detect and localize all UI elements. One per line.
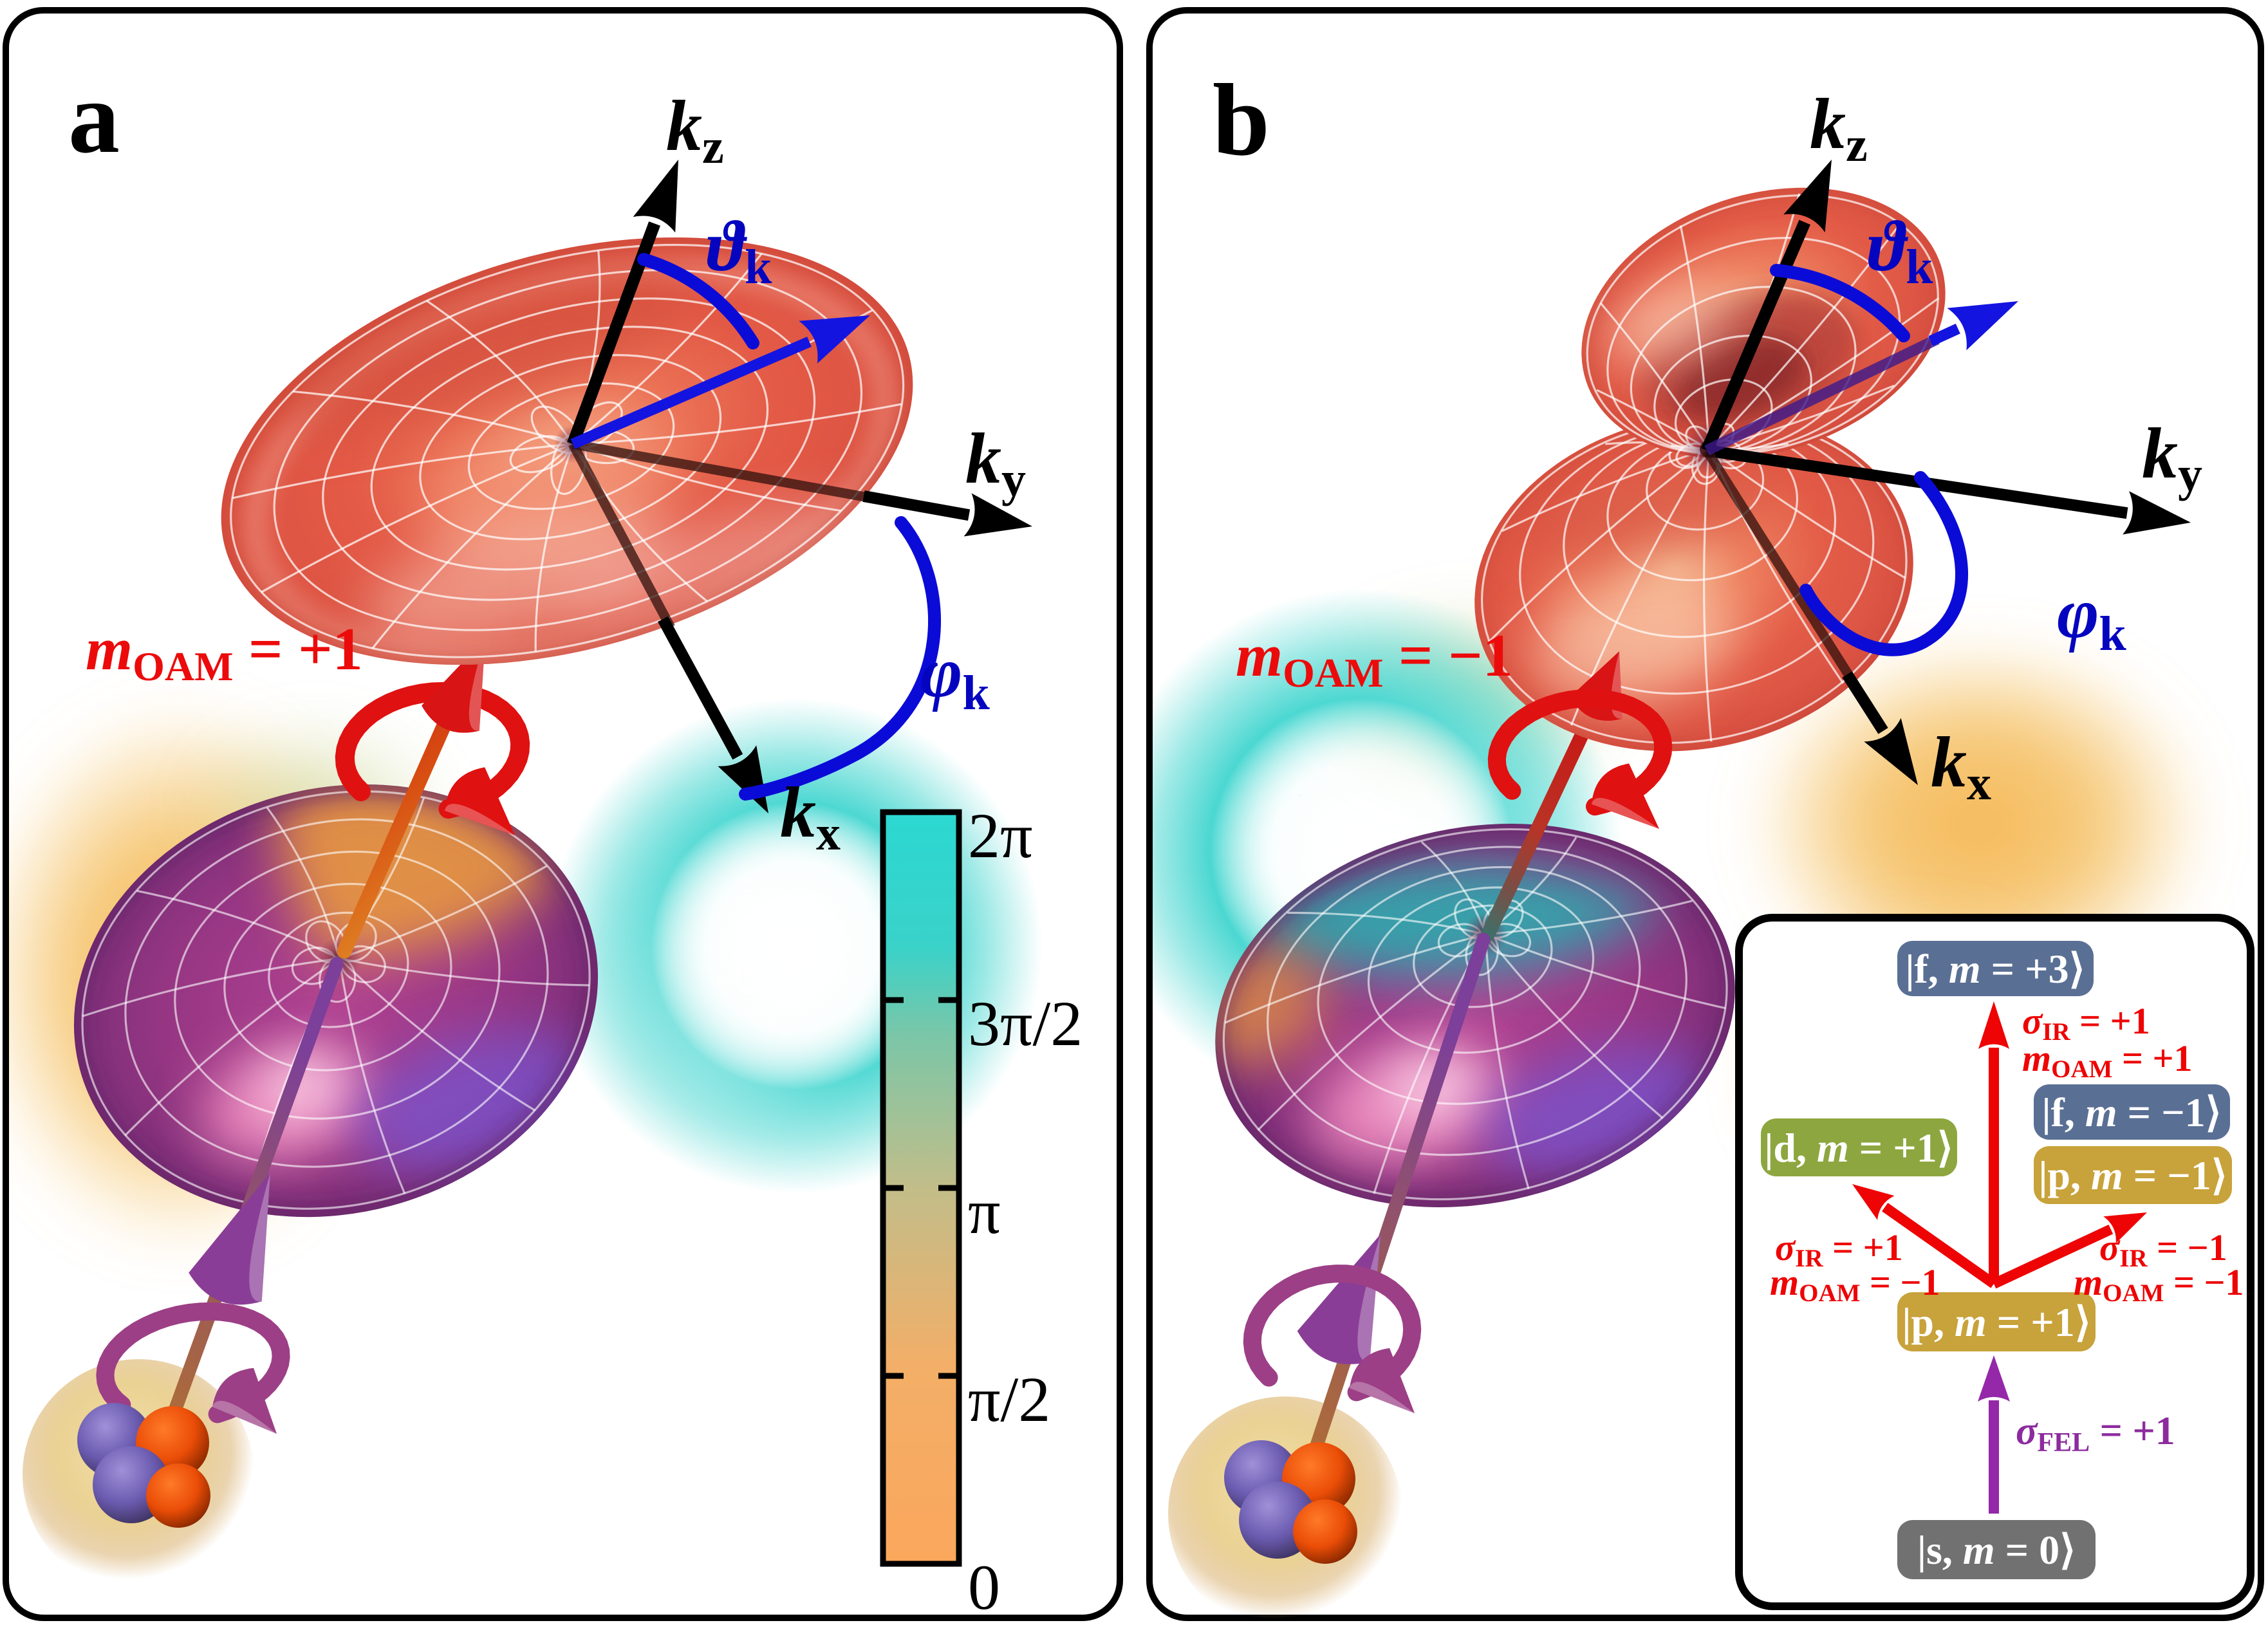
- svg-text:ϑk: ϑk: [1868, 207, 1933, 294]
- svg-text:2π: 2π: [968, 800, 1033, 871]
- svg-text:mOAM = −1: mOAM = −1: [1770, 1261, 1940, 1307]
- svg-text:|s, m = 0⟩: |s, m = 0⟩: [1917, 1527, 2076, 1573]
- svg-text:|p, m = +1⟩: |p, m = +1⟩: [1902, 1299, 2090, 1345]
- svg-text:3π/2: 3π/2: [968, 988, 1083, 1059]
- svg-text:kx: kx: [1931, 723, 1991, 810]
- svg-text:ky: ky: [2142, 414, 2202, 501]
- svg-text:ky: ky: [965, 419, 1026, 506]
- svg-text:mOAM = −1: mOAM = −1: [1236, 622, 1513, 696]
- svg-text:b: b: [1213, 62, 1270, 177]
- svg-text:φk: φk: [2057, 573, 2127, 661]
- svg-text:|d, m = +1⟩: |d, m = +1⟩: [1764, 1125, 1953, 1171]
- svg-text:a: a: [68, 60, 120, 174]
- svg-text:σIR = −1: σIR = −1: [2099, 1227, 2227, 1272]
- svg-text:σIR = +1: σIR = +1: [2022, 1000, 2150, 1046]
- svg-text:mOAM = −1: mOAM = −1: [2074, 1261, 2244, 1307]
- svg-text:φk: φk: [920, 633, 990, 720]
- svg-text:mOAM = +1: mOAM = +1: [2022, 1037, 2193, 1083]
- svg-text:|f, m = −1⟩: |f, m = −1⟩: [2041, 1090, 2221, 1135]
- svg-text:π: π: [968, 1176, 1001, 1247]
- svg-text:kx: kx: [780, 773, 841, 860]
- svg-text:mOAM = +1: mOAM = +1: [86, 616, 363, 689]
- svg-text:σFEL = +1: σFEL = +1: [2016, 1409, 2175, 1458]
- svg-text:|f, m = +3⟩: |f, m = +3⟩: [1905, 946, 2085, 992]
- svg-text:ϑk: ϑk: [707, 207, 772, 294]
- svg-text:kz: kz: [1810, 84, 1868, 172]
- svg-text:kz: kz: [666, 86, 724, 174]
- svg-text:|p, m = −1⟩: |p, m = −1⟩: [2038, 1153, 2227, 1198]
- svg-text:σIR = +1: σIR = +1: [1775, 1227, 1903, 1272]
- svg-text:π/2: π/2: [968, 1364, 1050, 1435]
- svg-text:0: 0: [968, 1552, 1000, 1623]
